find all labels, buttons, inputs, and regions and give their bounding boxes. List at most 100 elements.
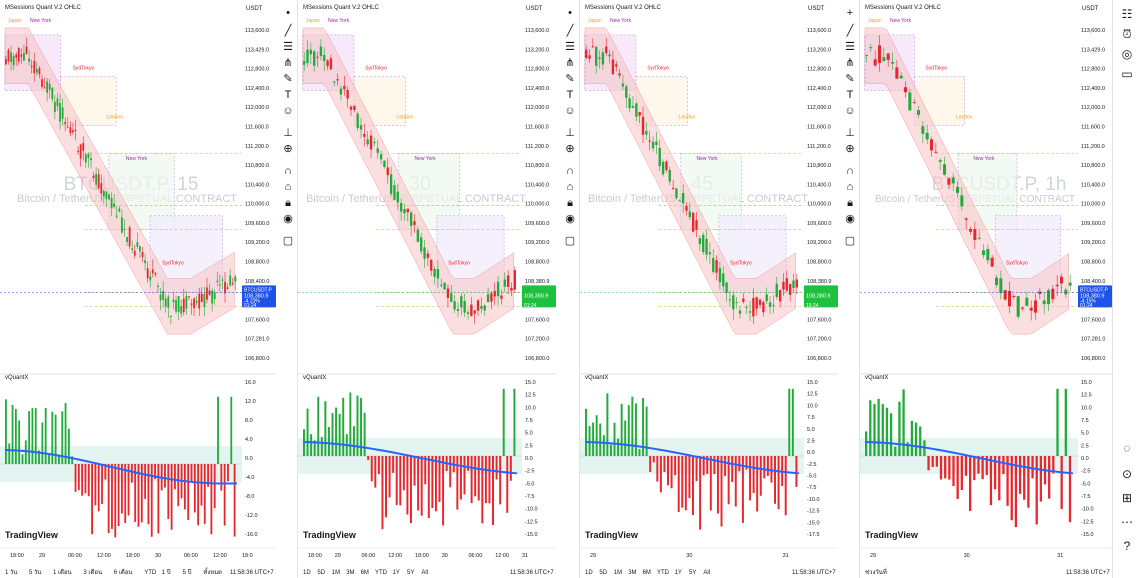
range-button[interactable]: 1 วัน	[5, 569, 17, 576]
candle-body	[446, 288, 450, 299]
chart-pane-3[interactable]: MSessions Quant V.2 OHLCUSDT45Bitcoin / …	[580, 0, 838, 578]
trend-line-icon[interactable]: ╱	[566, 25, 574, 37]
magnet-icon[interactable]: ∩	[846, 165, 854, 177]
range-button[interactable]: 1Y	[675, 570, 682, 576]
crosshair-icon[interactable]: •	[286, 7, 290, 19]
chart-canvas-3[interactable]: MSessions Quant V.2 OHLCUSDT45Bitcoin / …	[580, 0, 838, 578]
brush-icon[interactable]: ✎	[565, 73, 575, 85]
crosshair-icon[interactable]: +	[846, 7, 854, 19]
range-button[interactable]: 5D	[599, 570, 607, 576]
chart-canvas-2[interactable]: MSessions Quant V.2 OHLCUSDT30Bitcoin / …	[298, 0, 556, 578]
histogram-bar	[763, 456, 766, 479]
candle-body	[51, 87, 54, 100]
range-button[interactable]: All	[421, 570, 428, 576]
time-axis-label: 18:00	[308, 553, 322, 559]
chart-pane-2[interactable]: MSessions Quant V.2 OHLCUSDT30Bitcoin / …	[298, 0, 556, 578]
watchlist-icon[interactable]: ☷	[1121, 7, 1133, 21]
range-button[interactable]: All	[703, 570, 710, 576]
ruler-icon[interactable]: ⊥	[565, 127, 575, 139]
range-button[interactable]: 1 เดือน	[53, 568, 72, 576]
lock-icon[interactable]: 🔒︎	[847, 197, 853, 209]
range-button[interactable]: 5 ปี	[183, 568, 192, 576]
horizontal-lines-icon[interactable]: ☰	[283, 41, 293, 53]
text-icon[interactable]: T	[846, 89, 854, 101]
eye-icon[interactable]: ◉	[565, 213, 575, 225]
ruler-icon[interactable]: ⊥	[845, 127, 855, 139]
range-button[interactable]: 1Y	[393, 570, 400, 576]
emoji-icon[interactable]: ☺	[564, 105, 576, 117]
range-button[interactable]: 1M	[614, 570, 622, 576]
ideas-icon[interactable]: ◌	[1123, 441, 1131, 455]
histogram-bar	[713, 456, 716, 475]
price-scale-label: 106,800.0	[525, 356, 549, 362]
range-button[interactable]: YTD	[375, 570, 388, 576]
pitchfork-icon[interactable]: ⋔	[845, 57, 855, 69]
horizontal-lines-icon[interactable]: ☰	[845, 41, 855, 53]
range-button[interactable]: 5Y	[407, 570, 414, 576]
trash-icon[interactable]: ▢	[564, 235, 576, 247]
panels-icon[interactable]: ⊞	[1121, 491, 1133, 505]
text-icon[interactable]: T	[284, 89, 292, 101]
range-button[interactable]: 5 วัน	[29, 569, 41, 576]
range-button[interactable]: YTD	[657, 570, 670, 576]
range-button[interactable]: 1 ปี	[162, 568, 171, 576]
oscillator-scale-label: -12.0	[245, 513, 258, 519]
candle-body	[460, 296, 463, 308]
chart-pane-4[interactable]: MSessions Quant V.2 OHLCUSDTBTCUSDT.P, 1…	[860, 0, 1112, 578]
trash-icon[interactable]: ▢	[844, 235, 856, 247]
alerts-icon[interactable]: ⏰︎	[1122, 27, 1132, 41]
lock-icon[interactable]: 🔒︎	[285, 197, 291, 209]
more-icon[interactable]: ⋯	[1121, 515, 1133, 529]
text-icon[interactable]: T	[566, 89, 574, 101]
trash-icon[interactable]: ▢	[282, 235, 294, 247]
help-icon[interactable]: ?	[1123, 539, 1131, 553]
range-button[interactable]: ทั้งหมด	[203, 566, 222, 576]
histogram-bar	[1018, 456, 1022, 494]
zoom-icon[interactable]: ⊕	[565, 143, 575, 155]
lock-drawing-icon[interactable]: ⌂	[566, 181, 574, 193]
range-button[interactable]: 3 เดือน	[83, 568, 102, 576]
range-button[interactable]: 5Y	[689, 570, 696, 576]
chart-canvas-1[interactable]: MSessions Quant V.2 OHLCUSDTBTCUSDT.P, 1…	[0, 0, 276, 578]
histogram-bar	[1010, 456, 1013, 521]
magnet-icon[interactable]: ∩	[566, 165, 574, 177]
chart-canvas-4[interactable]: MSessions Quant V.2 OHLCUSDTBTCUSDT.P, 1…	[860, 0, 1112, 578]
range-button[interactable]: 3M	[346, 570, 354, 576]
emoji-icon[interactable]: ☺	[282, 105, 294, 117]
chat-icon[interactable]: ▭	[1121, 67, 1133, 81]
ruler-icon[interactable]: ⊥	[283, 127, 293, 139]
candle-body	[483, 305, 486, 311]
lock-drawing-icon[interactable]: ⌂	[846, 181, 854, 193]
eye-icon[interactable]: ◉	[845, 213, 855, 225]
range-button[interactable]: 6M	[643, 570, 651, 576]
brush-icon[interactable]: ✎	[283, 73, 293, 85]
brush-icon[interactable]: ✎	[845, 73, 855, 85]
range-button[interactable]: 1M	[332, 570, 340, 576]
range-button[interactable]: ช่วงวันที่	[865, 568, 887, 576]
candle-body	[904, 87, 908, 93]
zoom-icon[interactable]: ⊕	[283, 143, 293, 155]
lock-icon[interactable]: 🔒︎	[567, 197, 573, 209]
trend-line-icon[interactable]: ╱	[284, 25, 292, 37]
pitchfork-icon[interactable]: ⋔	[565, 57, 575, 69]
range-button[interactable]: 6M	[361, 570, 369, 576]
range-button[interactable]: 6 เดือน	[114, 568, 133, 576]
range-button[interactable]: 1D	[303, 570, 311, 576]
emoji-icon[interactable]: ☺	[844, 105, 856, 117]
range-button[interactable]: YTD	[144, 570, 157, 576]
chart-pane-1[interactable]: MSessions Quant V.2 OHLCUSDTBTCUSDT.P, 1…	[0, 0, 276, 578]
hotlist-icon[interactable]: ◎	[1121, 47, 1133, 61]
range-button[interactable]: 5D	[317, 570, 325, 576]
range-button[interactable]: 3M	[628, 570, 636, 576]
range-button[interactable]: 1D	[585, 570, 593, 576]
notifications-icon[interactable]: ⊙	[1121, 467, 1133, 481]
zoom-icon[interactable]: ⊕	[845, 143, 855, 155]
magnet-icon[interactable]: ∩	[284, 165, 292, 177]
eye-icon[interactable]: ◉	[283, 213, 293, 225]
candle-body	[598, 57, 601, 59]
trend-line-icon[interactable]: ╱	[846, 25, 854, 37]
pitchfork-icon[interactable]: ⋔	[283, 57, 293, 69]
crosshair-icon[interactable]: •	[568, 7, 572, 19]
horizontal-lines-icon[interactable]: ☰	[565, 41, 575, 53]
lock-drawing-icon[interactable]: ⌂	[284, 181, 292, 193]
